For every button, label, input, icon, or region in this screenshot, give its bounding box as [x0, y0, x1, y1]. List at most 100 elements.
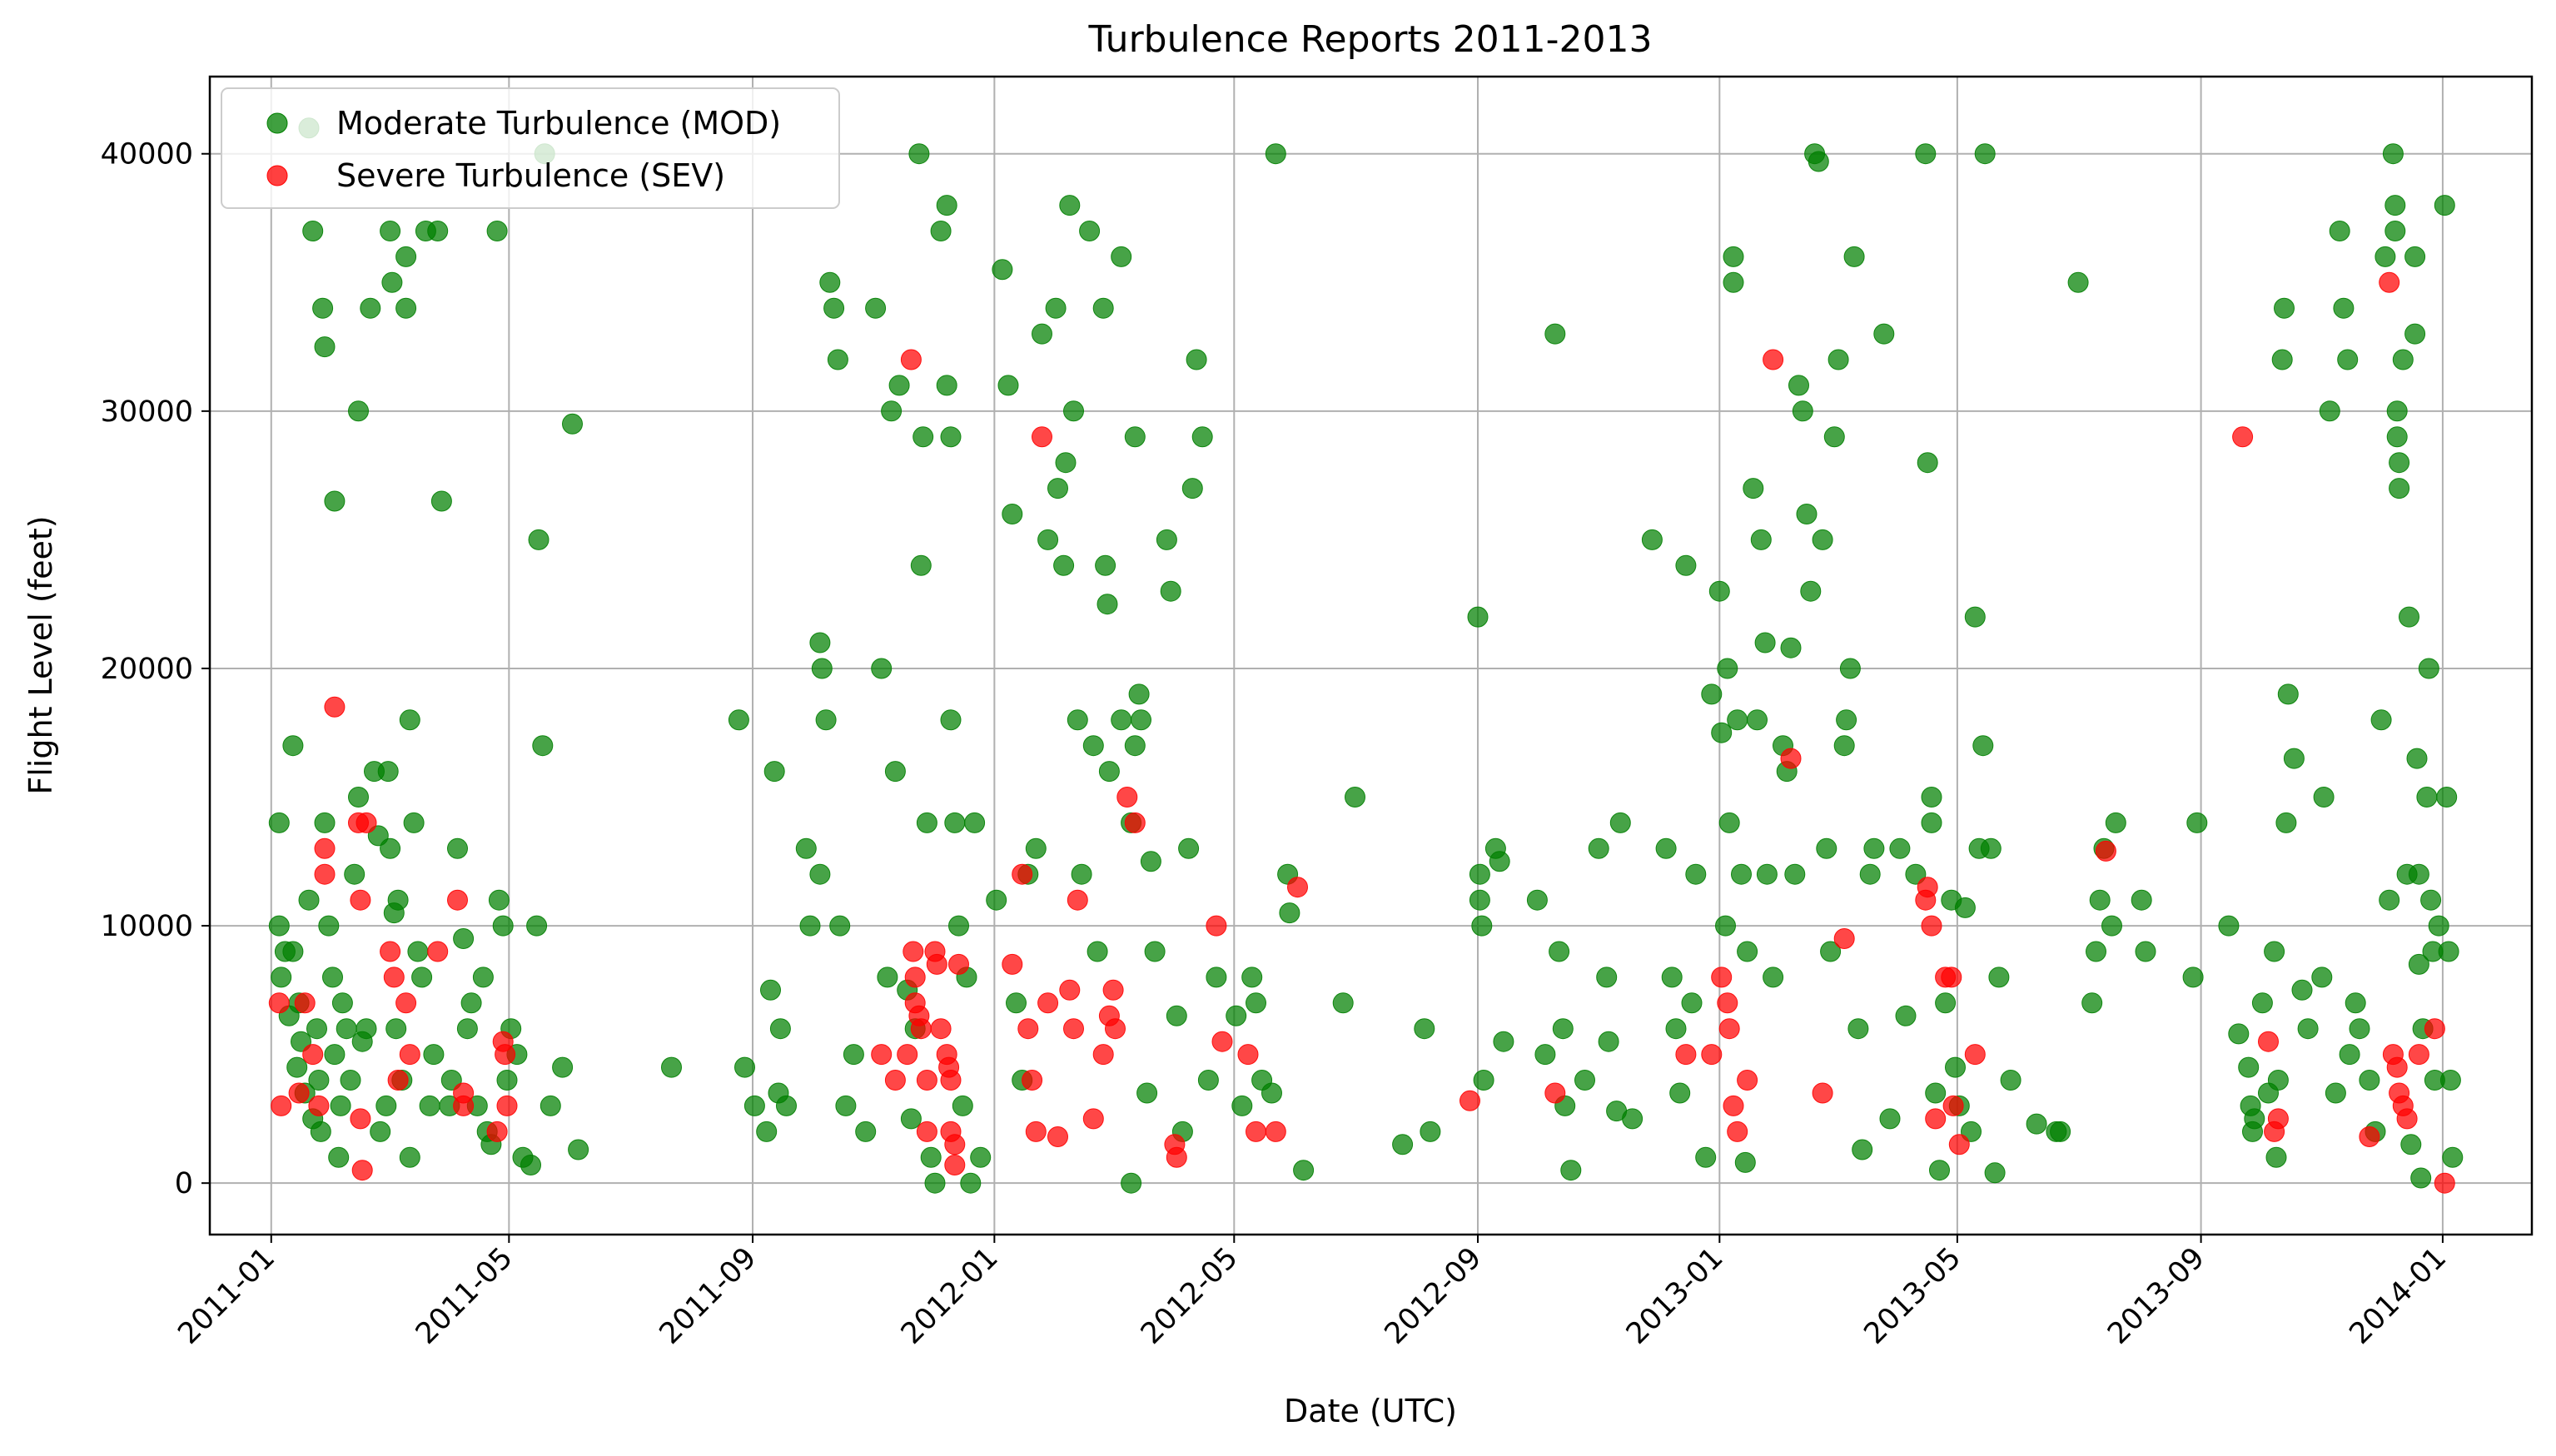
- moderate-point: [1731, 863, 1752, 885]
- moderate-point: [1231, 1095, 1253, 1116]
- moderate-point: [877, 967, 898, 988]
- moderate-point: [1071, 863, 1092, 885]
- severe-point: [350, 1108, 371, 1130]
- moderate-point: [1471, 915, 1493, 937]
- moderate-point: [2274, 297, 2295, 319]
- severe-point: [2379, 271, 2400, 293]
- moderate-point: [2297, 1018, 2319, 1040]
- moderate-point: [1096, 594, 1118, 615]
- moderate-point: [318, 915, 340, 937]
- severe-point: [897, 1044, 918, 1066]
- moderate-point: [776, 1095, 797, 1116]
- moderate-point: [2264, 941, 2285, 962]
- moderate-point: [282, 941, 304, 962]
- moderate-point: [1754, 632, 1776, 653]
- moderate-point: [1588, 837, 1609, 859]
- moderate-point: [403, 812, 425, 833]
- moderate-point: [2389, 452, 2410, 474]
- moderate-point: [1743, 478, 1764, 499]
- moderate-point: [2337, 349, 2359, 370]
- moderate-point: [1750, 529, 1772, 550]
- moderate-point: [1186, 349, 1207, 370]
- moderate-point: [430, 490, 452, 512]
- moderate-point: [1392, 1134, 1414, 1155]
- severe-point: [1017, 1018, 1039, 1040]
- moderate-point: [1493, 1031, 1514, 1052]
- moderate-point: [2329, 221, 2350, 241]
- moderate-point: [2382, 143, 2404, 165]
- moderate-point: [1800, 580, 1822, 602]
- moderate-point: [2379, 889, 2400, 911]
- moderate-point: [1136, 1082, 1158, 1104]
- moderate-point: [453, 928, 475, 949]
- moderate-point: [1701, 683, 1723, 705]
- moderate-point: [314, 336, 336, 358]
- moderate-point: [2244, 1108, 2265, 1130]
- moderate-point: [2439, 1070, 2461, 1091]
- severe-point: [399, 1044, 420, 1066]
- moderate-point: [1191, 426, 1213, 448]
- moderate-point: [380, 837, 401, 859]
- moderate-point: [1111, 246, 1132, 267]
- severe-point: [271, 1095, 292, 1116]
- moderate-point: [520, 1155, 541, 1175]
- severe-point: [302, 1044, 324, 1066]
- moderate-point: [2428, 915, 2449, 937]
- moderate-point: [1718, 812, 1740, 833]
- severe-point: [496, 1095, 518, 1116]
- moderate-point: [331, 992, 353, 1014]
- severe-point: [1037, 992, 1059, 1014]
- severe-point: [2095, 840, 2116, 862]
- moderate-point: [1552, 1018, 1574, 1040]
- moderate-point: [835, 1095, 857, 1116]
- moderate-point: [2416, 787, 2438, 808]
- severe-point: [1675, 1044, 1697, 1066]
- severe-point: [1105, 1018, 1126, 1040]
- severe-point: [930, 1018, 952, 1040]
- moderate-point: [2386, 400, 2408, 422]
- severe-point: [1763, 349, 1784, 370]
- severe-point: [948, 953, 969, 975]
- moderate-point: [2182, 967, 2204, 988]
- moderate-point: [1723, 271, 1744, 293]
- severe-point: [1206, 915, 1227, 937]
- severe-point: [383, 967, 405, 988]
- severe-point: [1237, 1044, 1259, 1066]
- severe-point: [871, 1044, 893, 1066]
- moderate-point: [310, 1121, 331, 1142]
- moderate-point: [1972, 735, 1994, 757]
- moderate-point: [1984, 1162, 2006, 1184]
- moderate-point: [1788, 375, 1809, 396]
- severe-point: [350, 889, 371, 911]
- severe-point: [1059, 979, 1081, 1001]
- severe-point: [903, 941, 924, 962]
- moderate-point: [2418, 658, 2439, 679]
- moderate-point: [2406, 748, 2428, 769]
- moderate-point: [936, 195, 957, 216]
- y-tick-label: 10000: [101, 910, 193, 943]
- moderate-point: [1711, 722, 1733, 743]
- severe-point: [1032, 426, 1052, 448]
- moderate-point: [1863, 837, 1885, 859]
- moderate-point: [1964, 606, 1986, 628]
- moderate-point: [356, 1018, 377, 1040]
- severe-point: [904, 967, 926, 988]
- moderate-point: [908, 143, 930, 165]
- severe-point: [1701, 1044, 1723, 1066]
- moderate-point: [302, 221, 324, 241]
- moderate-point: [964, 812, 986, 833]
- moderate-point: [1241, 967, 1263, 988]
- moderate-point: [2086, 941, 2106, 962]
- moderate-point: [1128, 683, 1150, 705]
- grid: [210, 77, 2532, 1235]
- moderate-point: [1178, 837, 1200, 859]
- moderate-point: [2067, 271, 2089, 293]
- moderate-point: [1574, 1070, 1595, 1091]
- moderate-point: [1098, 761, 1120, 783]
- moderate-point: [1124, 735, 1146, 757]
- moderate-point: [340, 1070, 361, 1091]
- moderate-point: [913, 426, 934, 448]
- moderate-point: [1808, 151, 1829, 172]
- moderate-point: [1279, 902, 1300, 924]
- severe-point: [2232, 426, 2254, 448]
